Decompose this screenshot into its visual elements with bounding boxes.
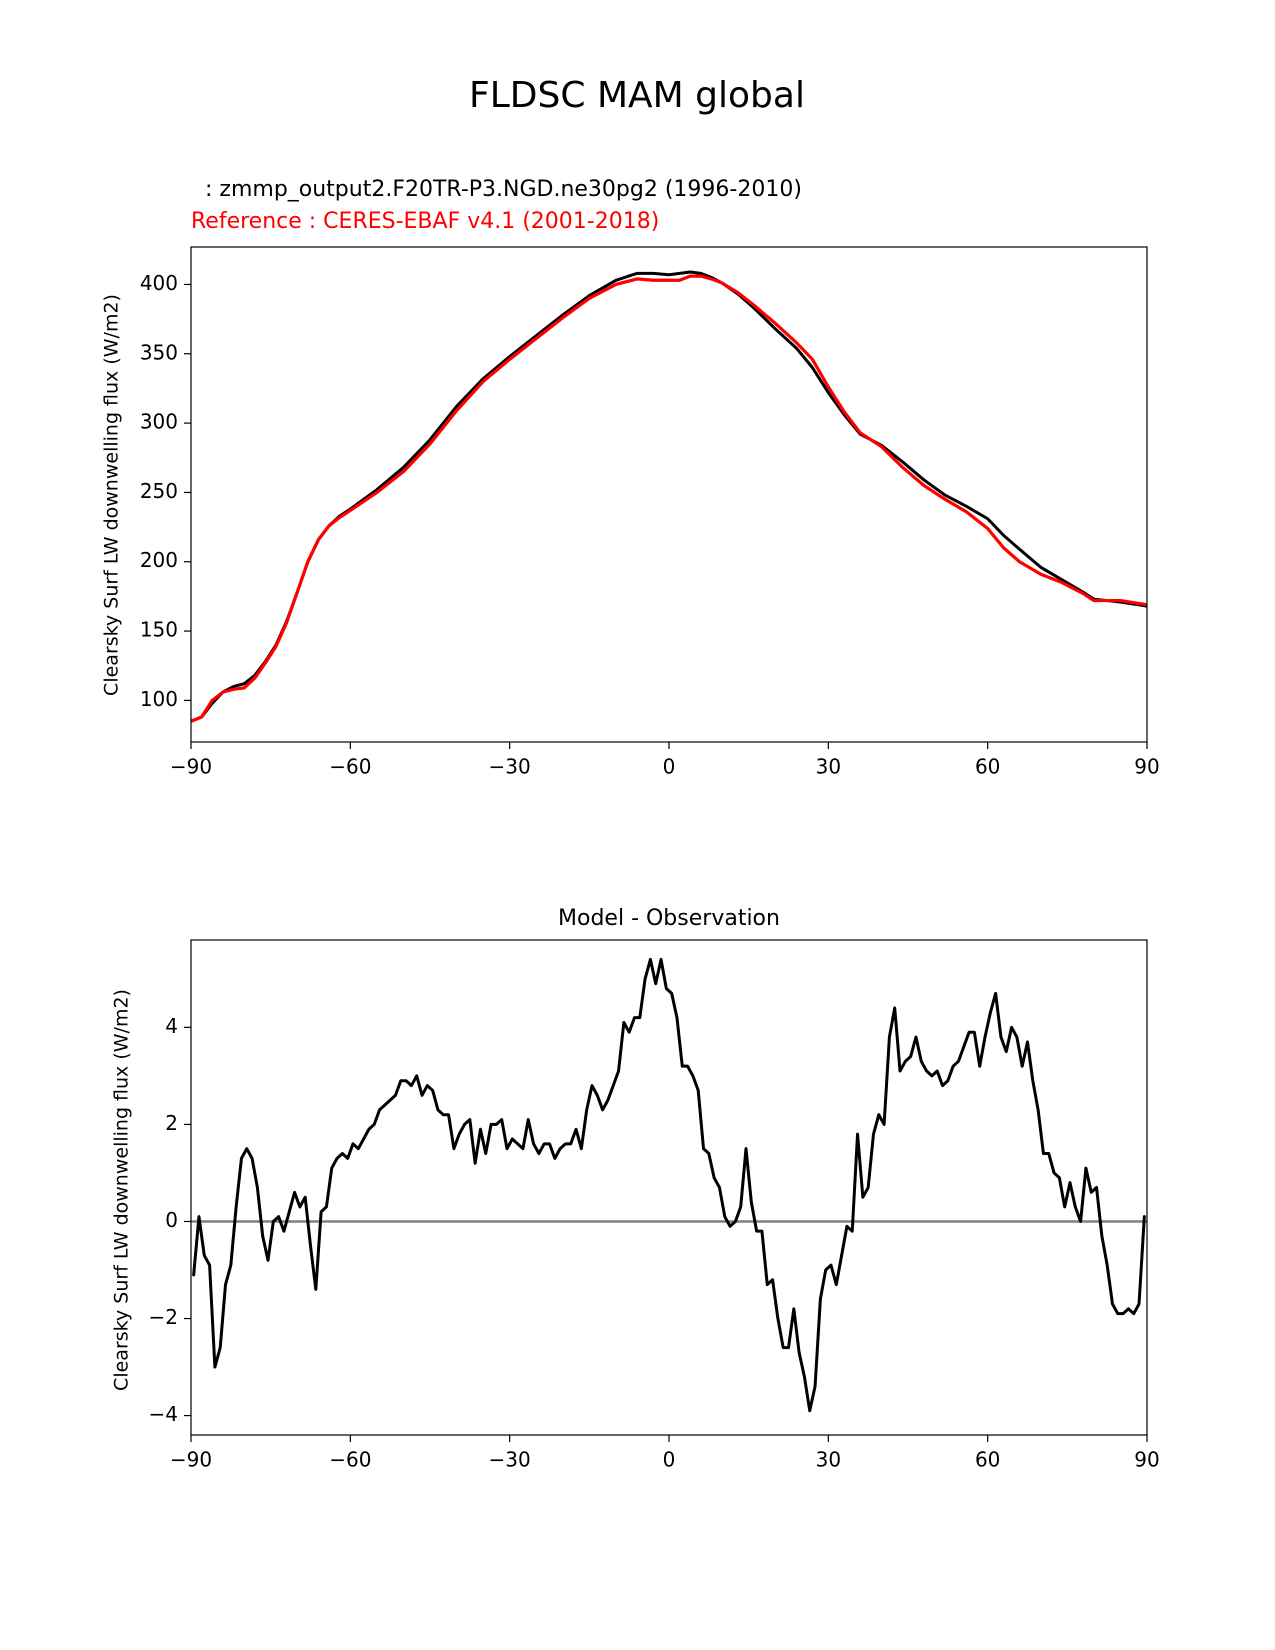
bottom-chart-title: Model - Observation (558, 906, 780, 931)
top-chart-ytick-label: 100 (140, 687, 178, 711)
top-chart-xtick-label: 90 (1134, 755, 1159, 779)
page-title: FLDSC MAM global (469, 75, 805, 116)
top-chart-frame (190, 246, 1148, 743)
top-chart-xtick-label: 30 (816, 755, 841, 779)
bottom-chart-xtick-label: 90 (1134, 1448, 1159, 1472)
bottom-chart-xtick-label: −30 (489, 1448, 531, 1472)
bottom-chart-ytick-label: −4 (149, 1402, 178, 1426)
top-chart-case-label: : zmmp_output2.F20TR-P3.NGD.ne30pg2 (199… (205, 177, 802, 202)
top-chart-reference-label: Reference : CERES-EBAF v4.1 (2001-2018) (191, 209, 659, 234)
bottom-chart-frame (190, 939, 1148, 1436)
top-chart-xtick-label: 0 (663, 755, 676, 779)
bottom-chart-xtick-label: 30 (816, 1448, 841, 1472)
top-chart-ytick-label: 400 (140, 271, 178, 295)
top-chart: : zmmp_output2.F20TR-P3.NGD.ne30pg2 (199… (101, 177, 1160, 779)
bottom-chart-marks: −90 −60 −30 0 30 60 90 −4 −2 0 2 4 (149, 957, 1160, 1472)
bottom-chart-xtick-label: −90 (170, 1448, 212, 1472)
bottom-chart-ytick-label: 2 (165, 1111, 178, 1135)
bottom-chart: Model - Observation Clearsky Surf LW dow… (111, 906, 1160, 1472)
top-chart-ylabel: Clearsky Surf LW downwelling flux (W/m2) (101, 294, 123, 696)
bottom-chart-ytick-label: −2 (149, 1305, 178, 1329)
top-chart-xtick-label: −30 (489, 755, 531, 779)
bottom-chart-xtick-label: 0 (663, 1448, 676, 1472)
bottom-chart-xtick-label: 60 (975, 1448, 1000, 1472)
top-chart-ytick-label: 200 (140, 548, 178, 572)
bottom-chart-xtick-label: −60 (329, 1448, 371, 1472)
top-chart-ytick-label: 250 (140, 479, 178, 503)
bottom-chart-ylabel: Clearsky Surf LW downwelling flux (W/m2) (111, 989, 133, 1391)
top-chart-xtick-label: −60 (329, 755, 371, 779)
top-chart-marks: −90 −60 −30 0 30 60 90 100 150 200 250 300 350 400 (140, 270, 1160, 779)
bottom-chart-series-line-0 (192, 957, 1146, 1413)
top-chart-series-line-1 (191, 274, 1147, 723)
bottom-chart-ytick-label: 4 (165, 1014, 178, 1038)
bottom-chart-ytick-label: 0 (165, 1208, 178, 1232)
top-chart-ytick-label: 150 (140, 618, 178, 642)
top-chart-xtick-label: 60 (975, 755, 1000, 779)
top-chart-ytick-label: 350 (140, 340, 178, 364)
top-chart-xtick-label: −90 (170, 755, 212, 779)
top-chart-ytick-label: 300 (140, 410, 178, 434)
